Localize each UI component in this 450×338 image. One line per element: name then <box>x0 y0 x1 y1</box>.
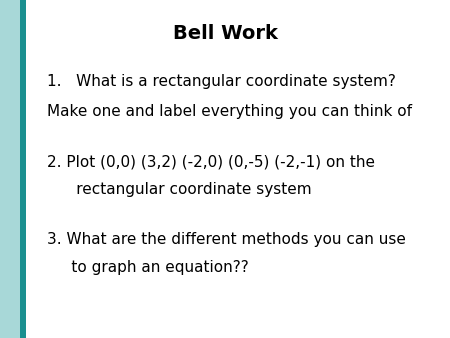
Text: 2. Plot (0,0) (3,2) (-2,0) (0,-5) (-2,-1) on the: 2. Plot (0,0) (3,2) (-2,0) (0,-5) (-2,-1… <box>47 155 375 170</box>
Text: Bell Work: Bell Work <box>172 24 278 43</box>
Text: 1.   What is a rectangular coordinate system?: 1. What is a rectangular coordinate syst… <box>47 74 396 89</box>
Text: Make one and label everything you can think of: Make one and label everything you can th… <box>47 104 412 119</box>
Text: to graph an equation??: to graph an equation?? <box>47 260 249 274</box>
Text: 3. What are the different methods you can use: 3. What are the different methods you ca… <box>47 233 406 247</box>
Text: rectangular coordinate system: rectangular coordinate system <box>47 182 312 197</box>
